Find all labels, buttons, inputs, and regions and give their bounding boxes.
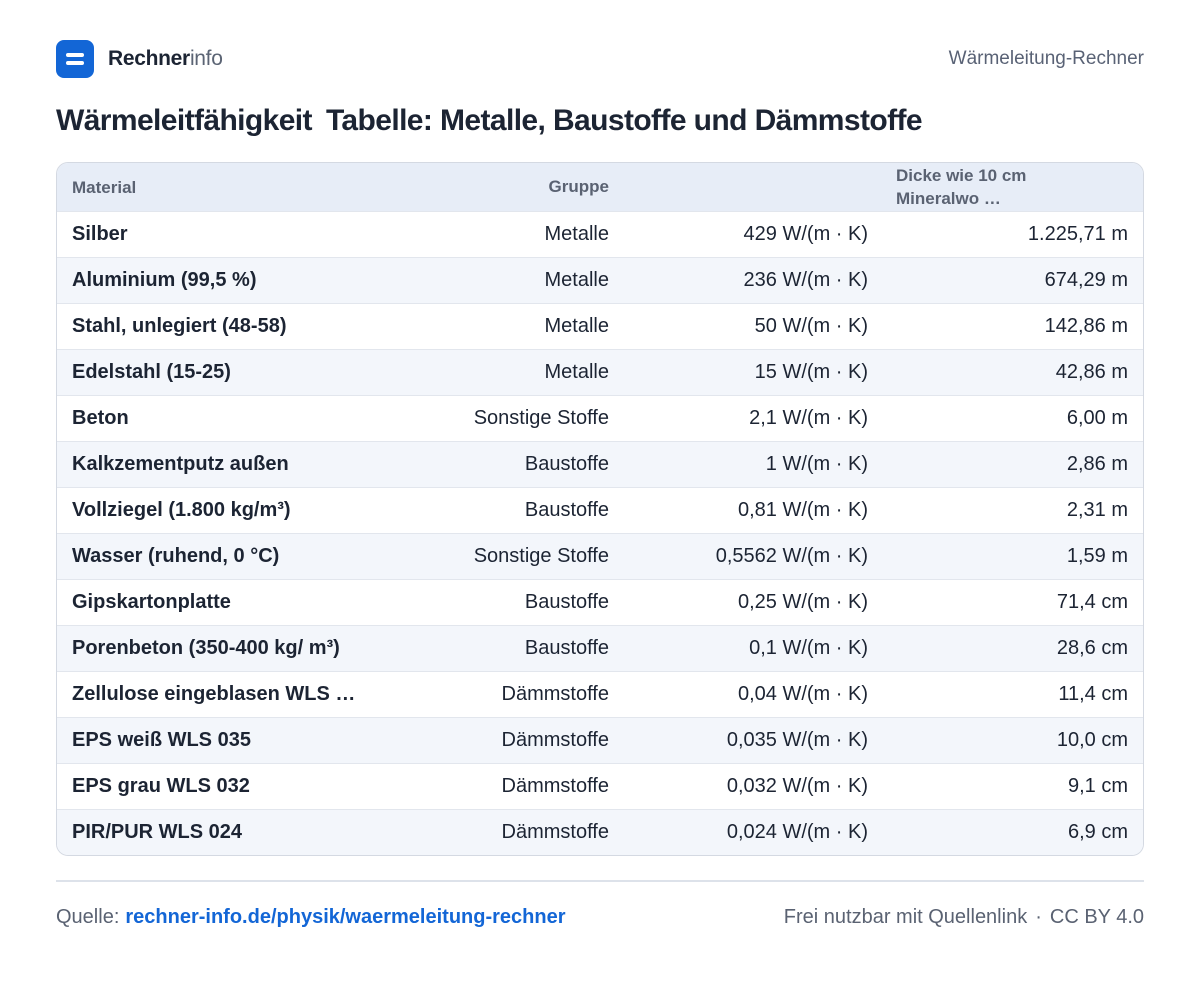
cell-conductivity: 0,032 W/(m · K): [726, 775, 868, 797]
cell-group: Dämmstoffe: [501, 775, 609, 797]
cell-conductivity: 50 W/(m · K): [754, 315, 868, 337]
table-row: Vollziegel (1.800 kg/m³) Baustoffe 0,81 W/…: [57, 487, 1143, 533]
table-row: Kalkzementputz außen Baustoffe 1 W/(m · K)…: [57, 441, 1143, 487]
cell-material: Beton: [72, 407, 129, 429]
table-row: PIR/PUR WLS 024 Dämmstoffe 0,024 W/(m · K)…: [57, 809, 1143, 855]
cell-conductivity: 15 W/(m · K): [754, 361, 868, 383]
cell-conductivity: 236 W/(m · K): [743, 269, 868, 291]
page-title-part2: Tabelle: Metalle, Baustoffe und Dämmstof…: [325, 104, 923, 137]
cell-thickness: 42,86 m: [1055, 361, 1128, 383]
table-body: Silber Metalle 429 W/(m · K) 1.225,71 m Alum…: [57, 211, 1143, 855]
cell-group: Metalle: [544, 269, 609, 291]
table-row: Silber Metalle 429 W/(m · K) 1.225,71 m: [57, 211, 1143, 257]
cell-material: EPS weiß WLS 035: [72, 729, 251, 751]
conductivity-table: Material Gruppe Dicke wie 10 cm Mineralw…: [56, 162, 1144, 856]
cell-material: Kalkzementputz außen: [72, 453, 289, 475]
brand-name: Rechnerinfo: [108, 47, 223, 71]
cell-group: Baustoffe: [524, 637, 609, 659]
cell-group: Metalle: [544, 361, 609, 383]
cell-conductivity: 2,1 W/(m · K): [749, 407, 868, 429]
table-row: Edelstahl (15-25) Metalle 15 W/(m · K) 42,8…: [57, 349, 1143, 395]
source-link[interactable]: rechner-info.de/physik/waermeleitung-rec…: [125, 906, 566, 928]
brand-logo-link[interactable]: Rechnerinfo: [56, 40, 223, 78]
table-row: Aluminium (99,5 %) Metalle 236 W/(m · K) 67…: [57, 257, 1143, 303]
calculator-name: Wärmeleitung-Rechner: [948, 48, 1144, 69]
cell-thickness: 2,86 m: [1066, 453, 1128, 475]
cell-conductivity: 1 W/(m · K): [765, 453, 868, 475]
license-line: Frei nutzbar mit Quellenlink · CC BY 4.0: [784, 906, 1144, 929]
cell-conductivity: 0,1 W/(m · K): [749, 637, 868, 659]
cell-thickness: 28,6 cm: [1056, 637, 1128, 659]
cell-group: Metalle: [544, 315, 609, 337]
cell-material: Vollziegel (1.800 kg/m³): [72, 499, 291, 521]
cell-thickness: 9,1 cm: [1067, 775, 1128, 797]
cell-thickness: 142,86 m: [1044, 315, 1128, 337]
cell-group: Sonstige Stoffe: [473, 545, 609, 567]
table-row: Zellulose eingeblasen WLS … Dämmstoffe 0,0…: [57, 671, 1143, 717]
site-header: Rechnerinfo Wärmeleitung-Rechner: [56, 40, 1144, 78]
table-row: EPS grau WLS 032 Dämmstoffe 0,032 W/(m · K…: [57, 763, 1143, 809]
cell-group: Dämmstoffe: [501, 683, 609, 705]
cell-conductivity: 0,04 W/(m · K): [737, 683, 868, 705]
brand-name-light: info: [189, 47, 223, 70]
cell-material: Stahl, unlegiert (48-58): [72, 315, 287, 337]
cell-conductivity: 429 W/(m · K): [743, 223, 868, 245]
license-text: Frei nutzbar mit Quellenlink: [783, 906, 1028, 928]
brand-name-strong: Rechner: [108, 47, 190, 70]
table-header-row: Material Gruppe Dicke wie 10 cm Mineralw…: [57, 163, 1143, 211]
cell-thickness: 6,00 m: [1066, 407, 1128, 429]
cell-group: Sonstige Stoffe: [473, 407, 609, 429]
column-header-group: Gruppe: [548, 177, 609, 196]
cell-thickness: 2,31 m: [1066, 499, 1128, 521]
cell-conductivity: 0,024 W/(m · K): [726, 821, 868, 843]
cell-material: Gipskartonplatte: [72, 591, 231, 613]
source-label: Quelle:: [56, 906, 120, 928]
table-row: Stahl, unlegiert (48-58) Metalle 50 W/(m ·…: [57, 303, 1143, 349]
column-header-thickness: Dicke wie 10 cm Mineralwo …: [896, 166, 1027, 208]
table-row: Porenbeton (350-400 kg/ m³) Baustoffe 0,1 …: [57, 625, 1143, 671]
table-row: Gipskartonplatte Baustoffe 0,25 W/(m · K) 7…: [57, 579, 1143, 625]
cell-material: PIR/PUR WLS 024: [72, 821, 243, 843]
logo-icon: [56, 40, 94, 78]
table-row: Beton Sonstige Stoffe 2,1 W/(m · K) 6,00 m: [57, 395, 1143, 441]
cell-material: EPS grau WLS 032: [72, 775, 250, 797]
cell-material: Silber: [72, 223, 128, 245]
page-title-part1: Wärmeleitfähigkeit: [56, 104, 313, 137]
cell-group: Dämmstoffe: [501, 821, 609, 843]
cell-material: Edelstahl (15-25): [72, 361, 231, 383]
cell-group: Baustoffe: [524, 499, 609, 521]
page-title: Wärmeleitfähigkeit Tabelle: Metalle, Baus…: [56, 104, 923, 138]
cell-material: Porenbeton (350-400 kg/ m³): [72, 637, 340, 659]
cell-group: Metalle: [544, 223, 609, 245]
table-row: EPS weiß WLS 035 Dämmstoffe 0,035 W/(m · K…: [57, 717, 1143, 763]
cell-thickness: 674,29 m: [1044, 269, 1128, 291]
cell-group: Baustoffe: [524, 591, 609, 613]
column-header-material: Material: [72, 177, 137, 197]
cell-conductivity: 0,5562 W/(m · K): [715, 545, 868, 567]
cell-thickness: 1,59 m: [1066, 545, 1128, 567]
cell-material: Wasser (ruhend, 0 °C): [72, 545, 280, 567]
cell-thickness: 71,4 cm: [1056, 591, 1128, 613]
source-line: Quelle: rechner-info.de/physik/waermeleit…: [56, 906, 566, 929]
cell-material: Zellulose eingeblasen WLS …: [72, 683, 356, 705]
cell-thickness: 1.225,71 m: [1027, 223, 1128, 245]
cell-thickness: 10,0 cm: [1056, 729, 1128, 751]
cell-thickness: 6,9 cm: [1067, 821, 1128, 843]
cell-material: Aluminium (99,5 %): [72, 269, 257, 291]
cell-thickness: 11,4 cm: [1058, 683, 1128, 705]
cell-conductivity: 0,81 W/(m · K): [737, 499, 868, 521]
cell-group: Baustoffe: [524, 453, 609, 475]
license-name: CC BY 4.0: [1049, 906, 1144, 928]
cell-conductivity: 0,035 W/(m · K): [726, 729, 868, 751]
cell-group: Dämmstoffe: [501, 729, 609, 751]
table-row: Wasser (ruhend, 0 °C) Sonstige Stoffe 0,55…: [57, 533, 1143, 579]
cell-conductivity: 0,25 W/(m · K): [737, 591, 868, 613]
license-separator: ·: [1035, 906, 1042, 928]
column-header-value: [628, 163, 868, 211]
footer-divider: [56, 880, 1144, 882]
